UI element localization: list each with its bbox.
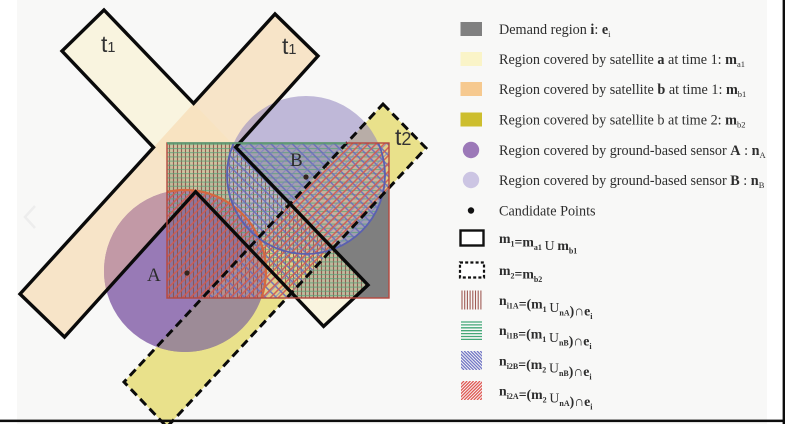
svg-text:Region covered by satellite b: Region covered by satellite b at time 1:… xyxy=(499,82,746,99)
svg-text:Region covered by satellite b: Region covered by satellite b at time 2:… xyxy=(499,112,745,129)
svg-text:Demand region i: ei: Demand region i: ei xyxy=(499,22,611,39)
svg-text:Candidate Points: Candidate Points xyxy=(499,203,596,219)
svg-text:Region covered by ground-based: Region covered by ground-based sensor B … xyxy=(499,173,765,190)
svg-text:A: A xyxy=(147,265,161,286)
svg-text:B: B xyxy=(290,150,303,171)
svg-text:t2: t2 xyxy=(395,124,411,150)
svg-text:Region covered by ground-based: Region covered by ground-based sensor A … xyxy=(499,143,766,160)
svg-text:Region covered by satellite a: Region covered by satellite a at time 1:… xyxy=(499,52,745,69)
svg-text:m2=mb2: m2=mb2 xyxy=(499,263,542,284)
